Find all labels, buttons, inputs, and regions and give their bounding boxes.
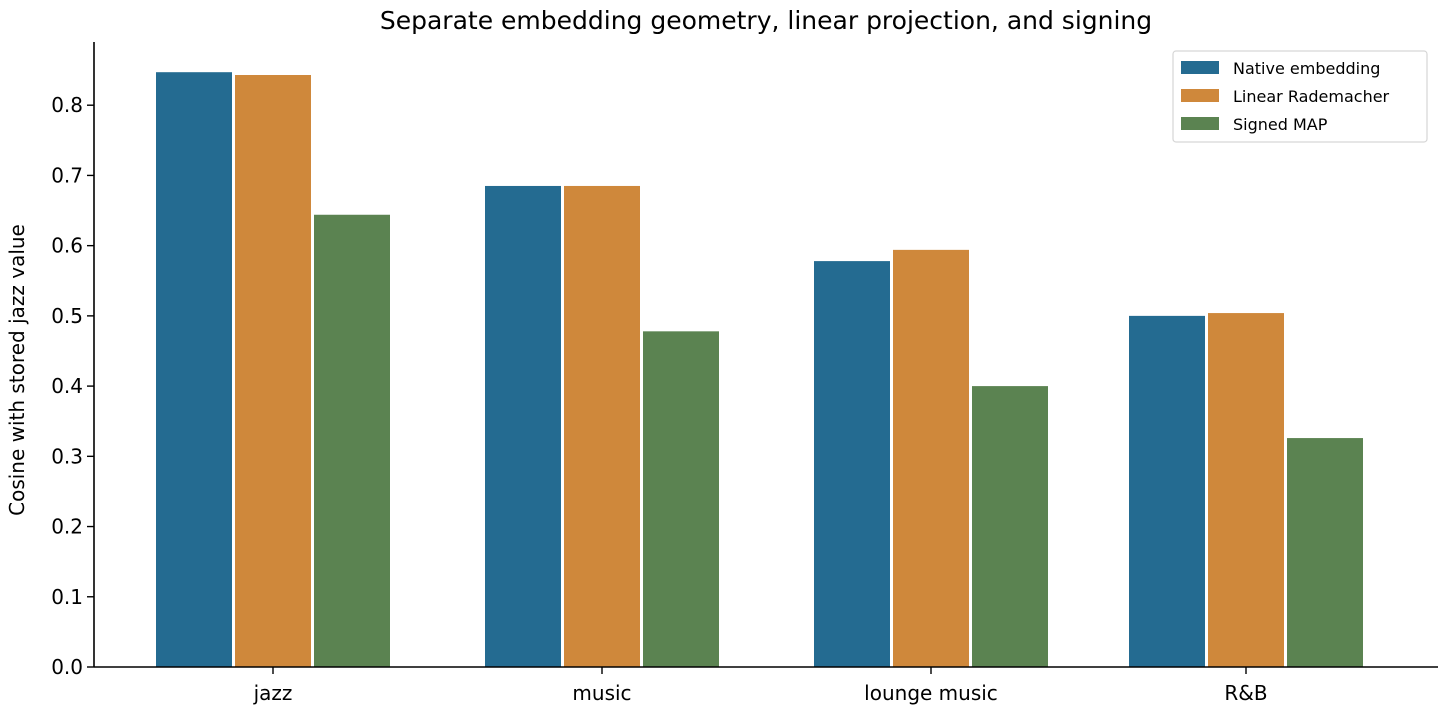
bar-linear-rademacher bbox=[1208, 313, 1284, 667]
bar-signed-map bbox=[643, 331, 719, 667]
bar-linear-rademacher bbox=[893, 249, 969, 667]
legend-swatch bbox=[1181, 61, 1219, 74]
legend-label: Signed MAP bbox=[1233, 115, 1328, 134]
legend-label: Linear Rademacher bbox=[1233, 87, 1390, 106]
y-tick-label: 0.8 bbox=[51, 93, 83, 117]
x-tick-label: jazz bbox=[253, 681, 293, 705]
x-tick-label: music bbox=[572, 681, 631, 705]
y-tick-label: 0.0 bbox=[51, 655, 83, 679]
bar-native-embedding bbox=[814, 261, 890, 667]
bar-signed-map bbox=[972, 386, 1048, 667]
bar-linear-rademacher bbox=[564, 185, 640, 667]
bar-native-embedding bbox=[485, 185, 561, 667]
legend-frame bbox=[1172, 50, 1428, 143]
y-tick-label: 0.6 bbox=[51, 234, 83, 258]
legend-swatch bbox=[1181, 89, 1219, 102]
y-tick-label: 0.3 bbox=[51, 444, 83, 468]
x-axis-ticks: jazz music lounge music R&B bbox=[253, 667, 1268, 705]
legend-label: Native embedding bbox=[1233, 59, 1380, 78]
legend: Native embedding Linear Rademacher Signed … bbox=[1172, 50, 1428, 143]
y-axis-ticks: 0.0 0.1 0.2 0.3 0.4 0.5 0.6 0.7 0.8 bbox=[51, 93, 94, 679]
y-tick-label: 0.4 bbox=[51, 374, 83, 398]
y-tick-label: 0.2 bbox=[51, 515, 83, 539]
y-axis-label: Cosine with stored jazz value bbox=[5, 224, 29, 516]
bar-signed-map bbox=[314, 214, 390, 667]
bar-signed-map bbox=[1287, 438, 1363, 667]
bar-native-embedding bbox=[1129, 315, 1205, 667]
bars-group bbox=[156, 72, 1363, 667]
bar-linear-rademacher bbox=[235, 75, 311, 667]
legend-swatch bbox=[1181, 117, 1219, 130]
x-tick-label: lounge music bbox=[864, 681, 998, 705]
y-tick-label: 0.7 bbox=[51, 163, 83, 187]
bar-native-embedding bbox=[156, 72, 232, 667]
y-tick-label: 0.5 bbox=[51, 304, 83, 328]
chart-title: Separate embedding geometry, linear proj… bbox=[380, 6, 1152, 35]
x-tick-label: R&B bbox=[1224, 681, 1267, 705]
y-tick-label: 0.1 bbox=[51, 585, 83, 609]
